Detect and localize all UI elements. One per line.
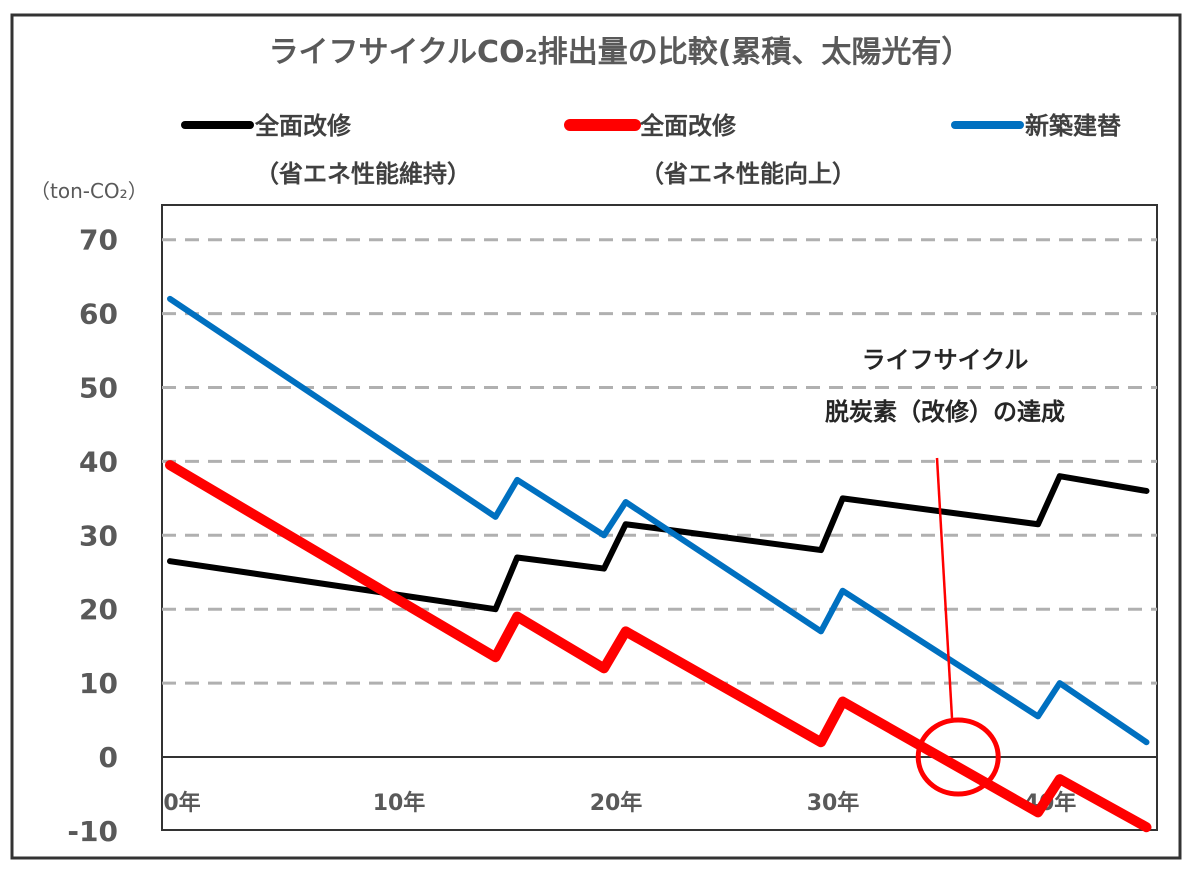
x-tick-label: 0年 <box>163 790 200 816</box>
chart-frame <box>10 13 1182 860</box>
annotation-line2: 脱炭素（改修）の達成 <box>825 398 1065 426</box>
legend-sublabel: （省エネ性能維持） <box>255 160 471 188</box>
y-tick-label: 50 <box>79 372 118 405</box>
y-tick-label: -10 <box>67 815 118 848</box>
y-tick-label: 40 <box>79 445 118 478</box>
annotation-circle <box>915 717 1001 797</box>
y-axis-label: （ton-CO₂） <box>30 179 148 203</box>
x-tick-label: 30年 <box>807 790 860 816</box>
legend-label: 全面改修 <box>254 112 352 140</box>
series-line-2 <box>167 295 1150 746</box>
series-line-1 <box>165 460 1152 833</box>
legend-label: 全面改修 <box>639 112 737 140</box>
y-tick-label: 10 <box>79 667 118 700</box>
legend: 全面改修 （省エネ性能維持） 全面改修 （省エネ性能向上） 新築建替 <box>181 112 1121 188</box>
x-tick-label: 10年 <box>373 790 426 816</box>
legend-label: 新築建替 <box>1025 112 1121 140</box>
series-line-0 <box>167 473 1150 613</box>
y-tick-label: 60 <box>79 298 118 331</box>
legend-sublabel: （省エネ性能向上） <box>640 160 856 188</box>
annotation-pointer <box>935 457 954 719</box>
y-tick-label: 70 <box>79 224 118 257</box>
annotation-line1: ライフサイクル <box>862 346 1029 374</box>
chart-title: ライフサイクルCO₂排出量の比較(累積、太陽光有） <box>269 35 972 70</box>
y-tick-label: 30 <box>79 519 118 552</box>
y-tick-label: 20 <box>79 593 118 626</box>
y-tick-label: 0 <box>99 741 118 774</box>
plot-area <box>161 204 1158 831</box>
x-tick-label: 20年 <box>590 790 643 816</box>
